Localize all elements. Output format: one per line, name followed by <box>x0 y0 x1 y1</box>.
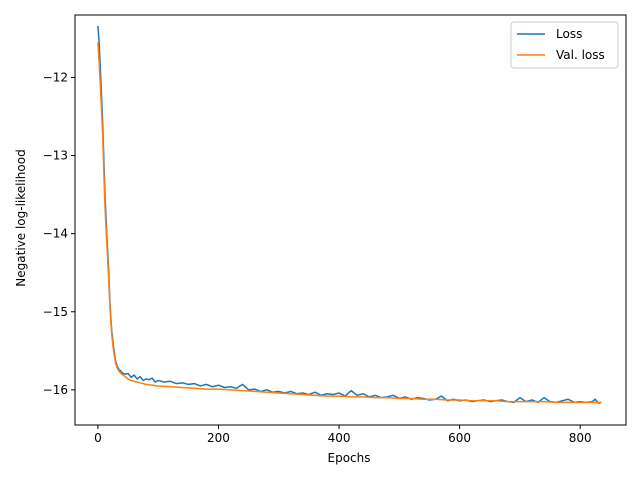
y-tick-label: −12 <box>43 70 68 84</box>
legend-label: Val. loss <box>556 48 605 62</box>
plot-frame <box>74 14 627 426</box>
x-tick-label: 400 <box>328 431 351 445</box>
x-tick-label: 600 <box>448 431 471 445</box>
y-tick-label: −14 <box>43 227 68 241</box>
legend: Loss Val. loss <box>510 21 619 69</box>
x-tick-label: 0 <box>94 431 102 445</box>
axes-frame <box>74 14 627 426</box>
x-tick-label: 200 <box>207 431 230 445</box>
y-tick-label: −15 <box>43 305 68 319</box>
y-tick-label: −16 <box>43 383 68 397</box>
legend-label: Loss <box>556 27 582 41</box>
x-axis-label: Epochs <box>328 451 371 465</box>
x-axis: 0 200 400 600 800 <box>94 425 592 445</box>
series-layer <box>97 25 602 404</box>
y-tick-label: −13 <box>43 149 68 163</box>
series-line-loss <box>97 25 602 404</box>
x-tick-label: 800 <box>569 431 592 445</box>
series-line-val-loss <box>97 42 602 404</box>
y-axis: −12 −13 −14 −15 −16 <box>43 70 75 397</box>
y-axis-label: Negative log-likelihood <box>14 149 28 286</box>
